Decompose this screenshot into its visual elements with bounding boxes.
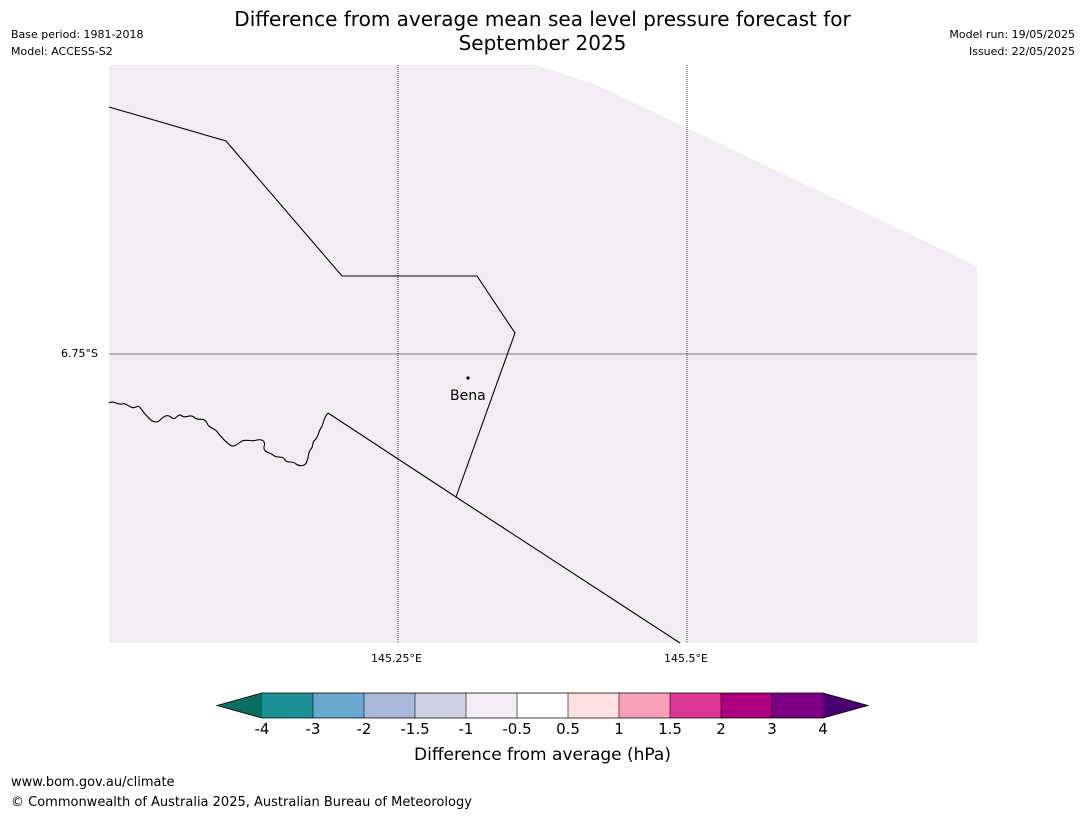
bena-marker xyxy=(466,376,470,380)
issued-text: Issued: 22/05/2025 xyxy=(968,45,1075,58)
colorbar-tick-label: 4 xyxy=(818,720,828,738)
colorbar-label: Difference from average (hPa) xyxy=(414,745,671,765)
colorbar-tick-label: 2 xyxy=(716,720,726,738)
colorbar-segment xyxy=(721,693,772,718)
colorbar-tick-label: -1 xyxy=(458,720,474,738)
province-boundary-lower xyxy=(327,412,681,644)
colorbar-tick-label: -0.5 xyxy=(502,720,532,738)
colorbar-segment xyxy=(772,693,823,718)
base-period-text: Base period: 1981-2018 xyxy=(11,28,144,41)
river-line xyxy=(108,401,329,467)
colorbar xyxy=(215,692,870,719)
model-run-text: Model run: 19/05/2025 xyxy=(949,28,1075,41)
colorbar-extend-high xyxy=(823,693,868,718)
title-line-2: September 2025 xyxy=(458,31,627,55)
chart-title: Difference from average mean sea level p… xyxy=(200,7,885,55)
model-text: Model: ACCESS-S2 xyxy=(11,45,113,58)
title-line-1: Difference from average mean sea level p… xyxy=(234,7,851,31)
colorbar-tick-label: 3 xyxy=(767,720,777,738)
colorbar-segment xyxy=(568,693,619,718)
colorbar-segment xyxy=(517,693,568,718)
colorbar-tick-label: -4 xyxy=(254,720,270,738)
province-boundary xyxy=(108,106,516,498)
longitude-label-145-25: 145.25°E xyxy=(371,652,422,665)
colorbar-tick-label: 1 xyxy=(614,720,624,738)
colorbar-segment xyxy=(262,693,313,718)
colorbar-tick-label: -1.5 xyxy=(400,720,430,738)
colorbar-segment xyxy=(619,693,670,718)
meta-left: Base period: 1981-2018 Model: ACCESS-S2 xyxy=(11,26,143,60)
colorbar-outline xyxy=(215,692,870,719)
meta-right: Model run: 19/05/2025 Issued: 22/05/2025 xyxy=(949,26,1075,60)
footer-copyright: © Commonwealth of Australia 2025, Austra… xyxy=(11,795,472,810)
colorbar-segment xyxy=(313,693,364,718)
colorbar-segment xyxy=(466,693,517,718)
longitude-label-145-5: 145.5°E xyxy=(664,652,708,665)
colorbar-segment xyxy=(364,693,415,718)
colorbar-tick-label: 0.5 xyxy=(556,720,580,738)
colorbar-tick-label: -3 xyxy=(305,720,321,738)
latitude-label: 6.75°S xyxy=(61,347,98,360)
colorbar-segment xyxy=(670,693,721,718)
place-label-bena: Bena xyxy=(450,388,486,404)
colorbar-tick-label: -2 xyxy=(356,720,372,738)
colorbar-tick-label: 1.5 xyxy=(658,720,682,738)
footer-url: www.bom.gov.au/climate xyxy=(11,775,175,790)
colorbar-extend-low xyxy=(217,693,262,718)
colorbar-segment xyxy=(415,693,466,718)
